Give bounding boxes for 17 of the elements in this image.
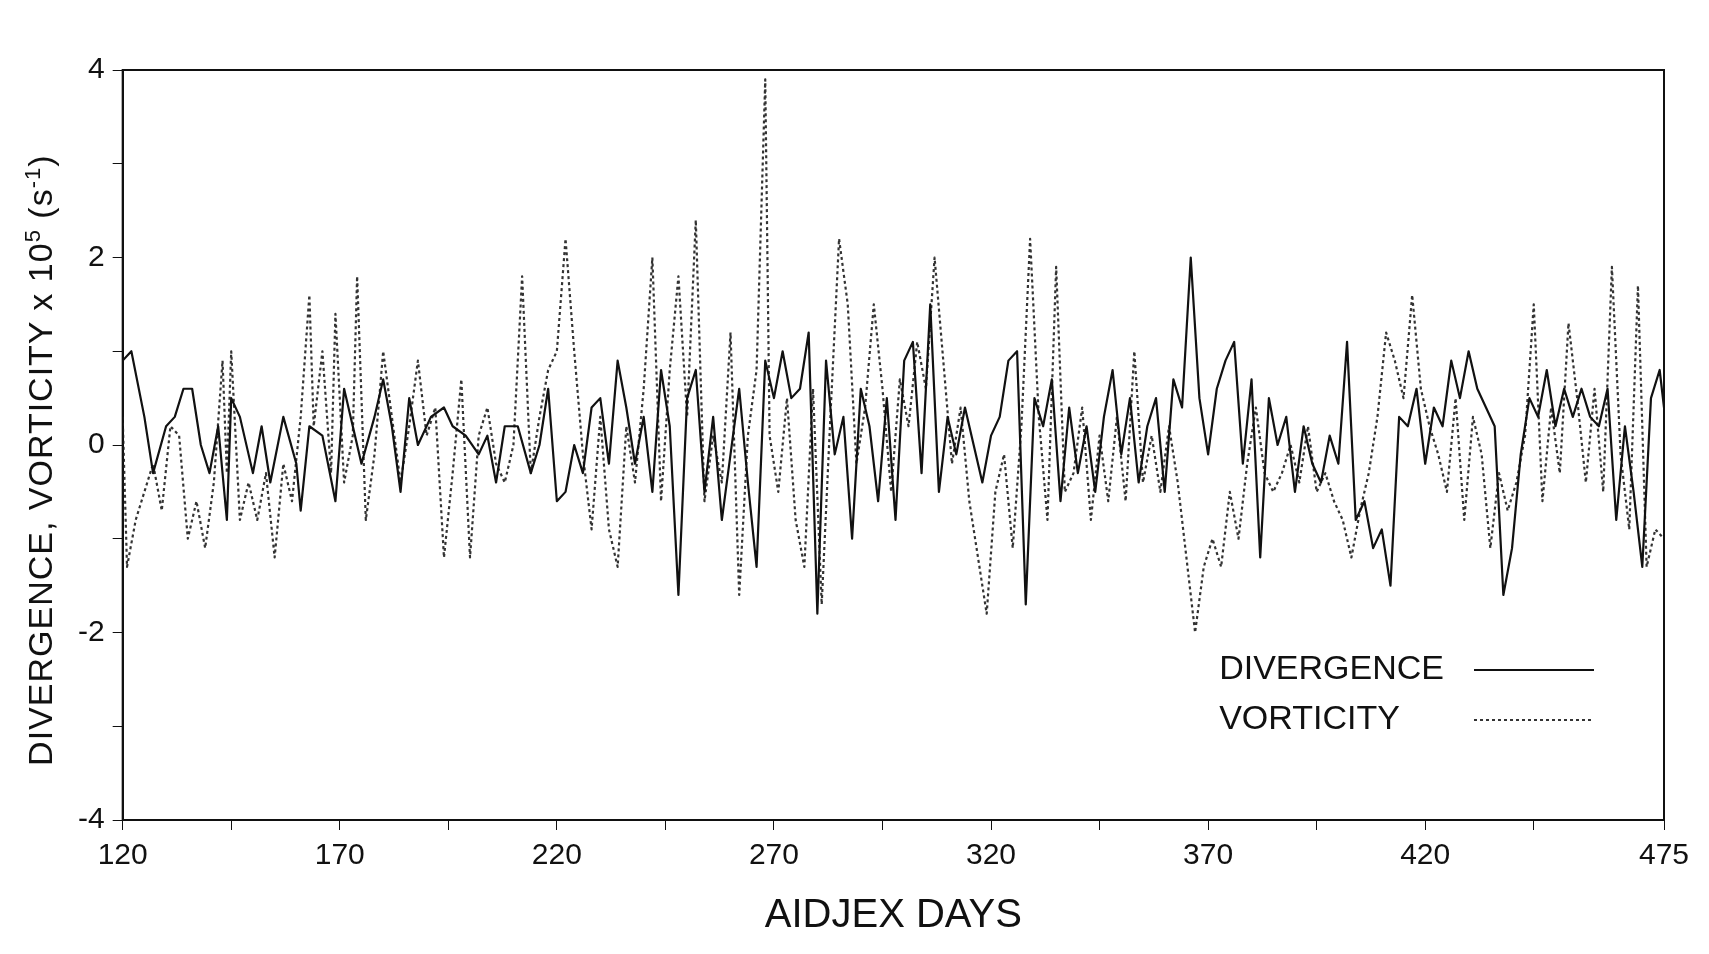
x-axis-title: AIDJEX DAYS — [764, 891, 1022, 936]
x-tick-label: 320 — [966, 837, 1017, 871]
x-tick-label: 420 — [1400, 837, 1451, 871]
legend-label: VORTICITY — [1219, 698, 1400, 737]
y-tick-label: 4 — [87, 51, 105, 85]
x-tick-label: 170 — [314, 837, 365, 871]
x-tick-label: 370 — [1183, 837, 1234, 871]
x-tick-label: 475 — [1638, 837, 1690, 871]
x-tick-label: 270 — [748, 837, 799, 871]
y-tick-label: 2 — [87, 238, 105, 272]
legend-label: DIVERGENCE — [1219, 648, 1445, 687]
x-tick-label: 120 — [97, 837, 148, 871]
y-tick-label: -4 — [77, 801, 105, 835]
y-tick-label: -2 — [77, 613, 105, 647]
line-series — [122, 78, 1664, 634]
y-tick-label: 0 — [87, 426, 105, 460]
x-tick-label: 220 — [531, 837, 582, 871]
